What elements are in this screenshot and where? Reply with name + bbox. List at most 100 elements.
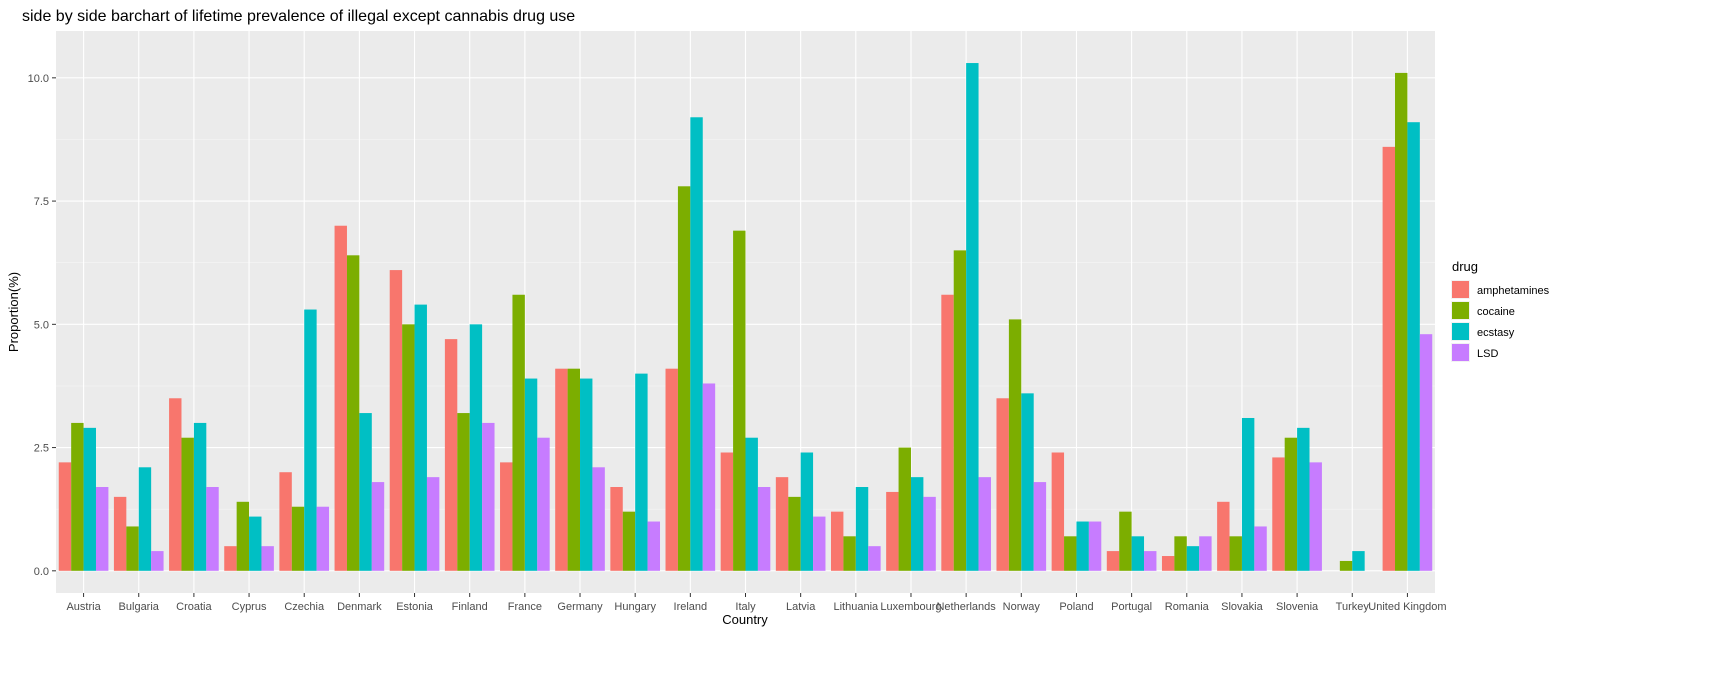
bar-ecstasy-estonia: [414, 304, 427, 571]
bar-ecstasy-ireland: [690, 117, 703, 571]
bar-amphetamines-poland: [1051, 452, 1065, 571]
bar-cocaine-czechia: [291, 506, 305, 571]
bar-lsd-ireland: [702, 383, 716, 571]
bar-amphetamines-portugal: [1106, 551, 1120, 571]
bar-amphetamines-denmark: [334, 225, 347, 571]
bar-lsd-portugal: [1144, 551, 1157, 571]
legend-key-amphetamines: [1452, 281, 1469, 298]
bar-cocaine-cyprus: [236, 501, 250, 571]
x-tick-label: Czechia: [284, 601, 325, 613]
x-tick-label: Croatia: [176, 601, 212, 613]
x-axis-label: Country: [722, 612, 768, 627]
x-tick-label: Latvia: [786, 601, 816, 613]
bar-lsd-finland: [482, 422, 495, 571]
bar-amphetamines-lithuania: [830, 511, 844, 571]
bar-amphetamines-romania: [1161, 556, 1175, 571]
bar-ecstasy-latvia: [800, 452, 814, 571]
x-tick-label: France: [508, 601, 542, 613]
x-axis: Austria Bulgaria Croatia Cyprus Czechia Denma…: [66, 593, 1447, 613]
bar-amphetamines-slovakia: [1217, 501, 1230, 571]
bar-amphetamines-hungary: [610, 487, 623, 571]
legend-label-lsd: LSD: [1477, 348, 1498, 360]
x-tick-label: Norway: [1003, 601, 1041, 613]
bar-cocaine-bulgaria: [126, 526, 139, 571]
bar-lsd-cyprus: [261, 546, 274, 571]
x-tick-label: Lithuania: [833, 601, 879, 613]
bar-lsd-hungary: [647, 521, 661, 571]
bar-ecstasy-denmark: [359, 413, 372, 571]
bar-amphetamines-italy: [720, 452, 734, 571]
bar-lsd-slovenia: [1309, 462, 1322, 571]
bar-lsd-france: [537, 437, 550, 571]
bar-cocaine-portugal: [1119, 511, 1132, 571]
legend-label-cocaine: cocaine: [1477, 306, 1515, 318]
bar-lsd-denmark: [371, 482, 385, 571]
legend-key-ecstasy: [1452, 323, 1469, 340]
x-tick-label: Slovenia: [1276, 601, 1319, 613]
bar-ecstasy-hungary: [635, 373, 648, 571]
bar-cocaine-romania: [1174, 536, 1187, 571]
legend: drug amphetamines cocaine ecstasy LSD: [1451, 259, 1550, 362]
bar-amphetamines-estonia: [389, 270, 403, 571]
bar-cocaine-norway: [1008, 319, 1022, 571]
bar-ecstasy-cyprus: [249, 516, 262, 571]
bar-lsd-lithuania: [868, 546, 881, 571]
x-tick-label: Germany: [557, 601, 603, 613]
bar-cocaine-austria: [71, 422, 84, 571]
bar-amphetamines-bulgaria: [113, 496, 127, 571]
bar-amphetamines-germany: [555, 368, 568, 571]
bar-cocaine-slovenia: [1284, 437, 1298, 571]
bar-lsd-poland: [1088, 521, 1102, 571]
bar-cocaine-finland: [457, 413, 470, 571]
bar-lsd-slovakia: [1254, 526, 1267, 571]
bar-ecstasy-luxembourg: [910, 477, 924, 571]
bar-cocaine-croatia: [181, 437, 194, 571]
y-tick-label: 2.5: [34, 443, 49, 455]
x-tick-label: Bulgaria: [119, 601, 160, 613]
bar-amphetamines-ireland: [665, 368, 678, 571]
x-tick-label: Netherlands: [936, 601, 996, 613]
bar-ecstasy-poland: [1076, 521, 1089, 571]
legend-key-lsd: [1452, 344, 1469, 361]
bar-amphetamines-finland: [444, 339, 458, 571]
y-axis-label: Proportion(%): [6, 272, 21, 352]
bar-amphetamines-cyprus: [224, 546, 237, 571]
bar-cocaine-turkey: [1339, 560, 1353, 571]
bar-ecstasy-croatia: [193, 422, 207, 571]
bar-lsd-luxembourg: [923, 496, 936, 571]
x-tick-label: Denmark: [337, 601, 382, 613]
bar-ecstasy-france: [524, 378, 538, 571]
bar-cocaine-italy: [733, 230, 746, 571]
y-tick-label: 10.0: [28, 73, 49, 85]
bar-cocaine-ireland: [677, 186, 691, 571]
bar-cocaine-france: [512, 294, 525, 571]
bar-ecstasy-czechia: [304, 309, 317, 571]
bar-amphetamines-united-kingdom: [1382, 146, 1396, 571]
bar-lsd-czechia: [316, 506, 330, 571]
x-tick-label: Italy: [735, 601, 756, 613]
bar-lsd-austria: [95, 487, 109, 571]
bar-amphetamines-croatia: [169, 398, 182, 571]
bar-cocaine-poland: [1064, 536, 1077, 571]
x-tick-label: Portugal: [1111, 601, 1152, 613]
x-tick-label: Austria: [66, 601, 101, 613]
chart-title: side by side barchart of lifetime preval…: [22, 8, 575, 25]
bar-ecstasy-finland: [469, 324, 483, 571]
bar-cocaine-estonia: [402, 324, 415, 571]
bar-ecstasy-portugal: [1131, 536, 1145, 571]
bar-amphetamines-slovenia: [1272, 457, 1285, 571]
y-tick-label: 0.0: [34, 566, 49, 578]
y-axis: 0.0 2.5 5.0 7.5 10.0: [28, 73, 56, 578]
y-tick-label: 5.0: [34, 319, 49, 331]
bar-amphetamines-czechia: [279, 472, 292, 571]
bars: [58, 63, 1433, 571]
bar-amphetamines-austria: [58, 462, 72, 571]
bar-amphetamines-latvia: [775, 477, 789, 571]
bar-cocaine-luxembourg: [898, 447, 911, 571]
bar-lsd-croatia: [206, 487, 219, 571]
x-tick-label: Ireland: [674, 601, 708, 613]
bar-cocaine-latvia: [788, 496, 801, 571]
x-tick-label: Hungary: [614, 601, 656, 613]
